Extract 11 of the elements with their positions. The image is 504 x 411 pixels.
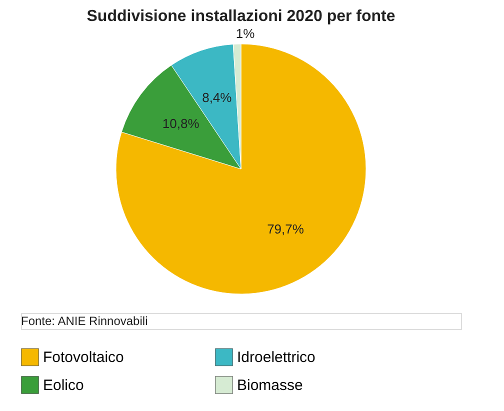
pie-slice — [116, 44, 366, 294]
legend-label: Biomasse — [237, 377, 303, 394]
data-label: 79,7% — [267, 221, 304, 236]
data-label: 10,8% — [162, 116, 200, 132]
legend-label: Eolico — [43, 377, 84, 394]
chart-title: Suddivisione installazioni 2020 per fonte — [86, 8, 396, 26]
data-label: 1% — [236, 26, 256, 42]
source-note: Fonte: ANIE Rinnovabili — [21, 314, 148, 328]
legend-label: Idroelettrico — [237, 349, 316, 366]
legend-label: Fotovoltaico — [43, 349, 124, 366]
data-label: 8,4% — [202, 90, 232, 105]
